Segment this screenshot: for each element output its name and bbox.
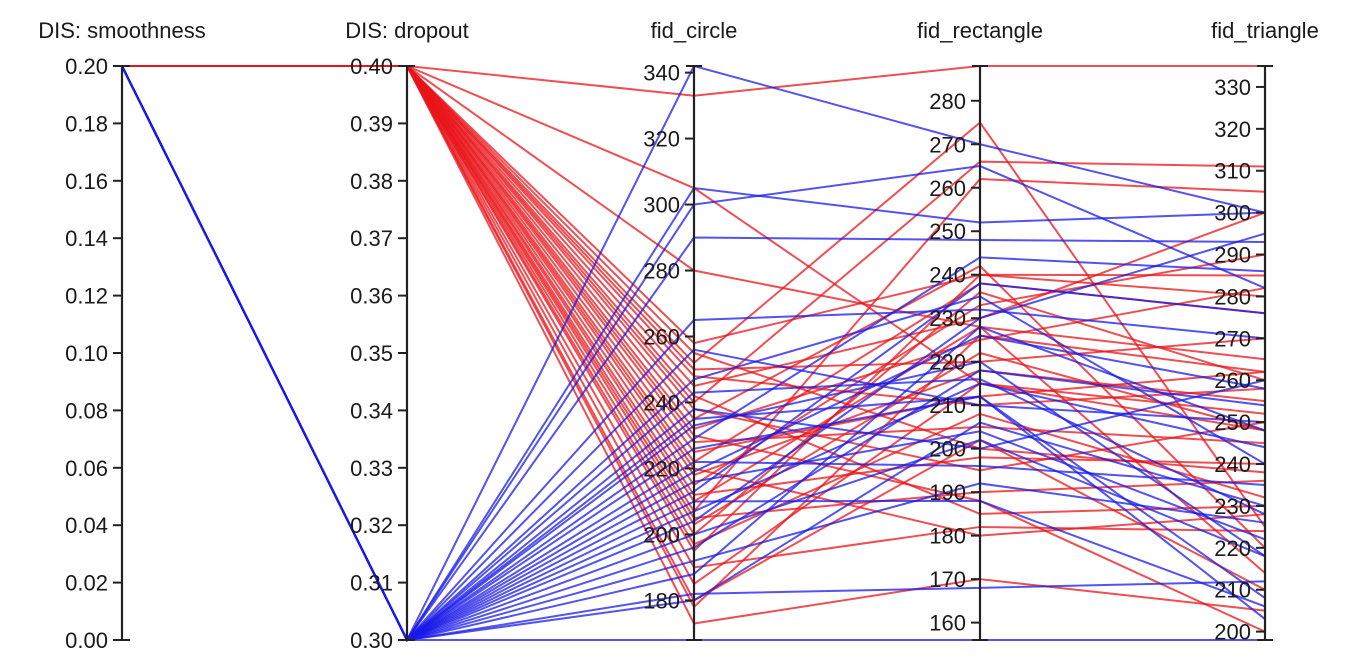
tick-label-fid_triangle-9: 290	[1214, 243, 1251, 268]
tick-label-fid_rectangle-1: 170	[929, 567, 966, 592]
tick-label-smoothness-0: 0.00	[65, 628, 108, 653]
tick-label-fid_circle-2: 220	[643, 456, 680, 481]
axis-title-smoothness: DIS: smoothness	[38, 18, 206, 43]
tick-label-fid_triangle-4: 240	[1214, 452, 1251, 477]
tick-label-fid_triangle-13: 330	[1214, 75, 1251, 100]
tick-label-fid_rectangle-9: 250	[929, 219, 966, 244]
tick-label-fid_circle-8: 340	[643, 61, 680, 86]
tick-label-fid_triangle-1: 210	[1214, 578, 1251, 603]
tick-label-fid_rectangle-0: 160	[929, 611, 966, 636]
tick-label-dropout-2: 0.32	[350, 513, 393, 538]
tick-label-fid_rectangle-10: 260	[929, 176, 966, 201]
axis-fid_rectangle: fid_rectangle 160 170 180 190 200 210 220 230 240…	[917, 18, 1043, 641]
tick-label-dropout-10: 0.40	[350, 54, 393, 79]
tick-label-smoothness-2: 0.04	[65, 513, 108, 538]
tick-label-smoothness-4: 0.08	[65, 398, 108, 423]
tick-label-fid_circle-0: 180	[643, 588, 680, 613]
tick-label-fid_triangle-8: 280	[1214, 284, 1251, 309]
tick-label-fid_rectangle-7: 230	[929, 306, 966, 331]
tick-label-fid_triangle-6: 260	[1214, 368, 1251, 393]
axis-title-dropout: DIS: dropout	[345, 18, 469, 43]
axis-fid_circle: fid_circle 180 200 220 240 260 280 300 320 340	[643, 18, 738, 641]
axis-title-fid_rectangle: fid_rectangle	[917, 18, 1043, 43]
tick-label-dropout-0: 0.30	[350, 628, 393, 653]
tick-label-fid_rectangle-2: 180	[929, 524, 966, 549]
tick-label-fid_rectangle-3: 190	[929, 480, 966, 505]
tick-label-fid_rectangle-12: 280	[929, 89, 966, 114]
tick-label-dropout-8: 0.38	[350, 169, 393, 194]
axis-dropout: DIS: dropout 0.30 0.31 0.32 0.33 0.34 0.35 0.36…	[345, 18, 469, 653]
tick-label-smoothness-1: 0.02	[65, 571, 108, 596]
tick-label-fid_circle-4: 260	[643, 325, 680, 350]
tick-label-fid_rectangle-6: 220	[929, 350, 966, 375]
tick-label-fid_triangle-2: 220	[1214, 536, 1251, 561]
tick-label-fid_rectangle-11: 270	[929, 132, 966, 157]
tick-label-smoothness-5: 0.10	[65, 341, 108, 366]
tick-label-dropout-7: 0.37	[350, 226, 393, 251]
axes-layer: DIS: smoothness 0.00 0.02 0.04 0.06 0.08 0.10 0…	[38, 18, 1319, 653]
tick-label-fid_triangle-11: 310	[1214, 159, 1251, 184]
tick-label-dropout-4: 0.34	[350, 398, 393, 423]
tick-label-fid_triangle-3: 230	[1214, 494, 1251, 519]
tick-label-dropout-3: 0.33	[350, 456, 393, 481]
tick-label-fid_circle-7: 320	[643, 127, 680, 152]
axis-title-fid_circle: fid_circle	[651, 18, 738, 43]
axis-smoothness: DIS: smoothness 0.00 0.02 0.04 0.06 0.08 0.10 0…	[38, 18, 206, 653]
tick-label-fid_rectangle-5: 210	[929, 393, 966, 418]
tick-label-smoothness-7: 0.14	[65, 226, 108, 251]
tick-label-fid_triangle-12: 320	[1214, 117, 1251, 142]
tick-label-fid_triangle-0: 200	[1214, 620, 1251, 645]
tick-label-fid_circle-6: 300	[643, 193, 680, 218]
tick-label-fid_circle-3: 240	[643, 390, 680, 415]
axis-fid_triangle: fid_triangle 200 210 220 230 240 250 260 270 280 2…	[1211, 18, 1319, 645]
tick-label-smoothness-6: 0.12	[65, 284, 108, 309]
tick-label-dropout-9: 0.39	[350, 111, 393, 136]
tick-label-dropout-5: 0.35	[350, 341, 393, 366]
tick-label-dropout-1: 0.31	[350, 571, 393, 596]
tick-label-fid_rectangle-4: 200	[929, 437, 966, 462]
tick-label-fid_circle-5: 280	[643, 259, 680, 284]
tick-label-fid_triangle-10: 300	[1214, 201, 1251, 226]
axis-title-fid_triangle: fid_triangle	[1211, 18, 1319, 43]
tick-label-fid_triangle-7: 270	[1214, 326, 1251, 351]
tick-label-dropout-6: 0.36	[350, 284, 393, 309]
tick-label-fid_circle-1: 200	[643, 522, 680, 547]
tick-label-fid_rectangle-8: 240	[929, 263, 966, 288]
tick-label-smoothness-9: 0.18	[65, 111, 108, 136]
tick-label-smoothness-3: 0.06	[65, 456, 108, 481]
tick-label-fid_triangle-5: 250	[1214, 410, 1251, 435]
tick-label-smoothness-8: 0.16	[65, 169, 108, 194]
tick-label-smoothness-10: 0.20	[65, 54, 108, 79]
